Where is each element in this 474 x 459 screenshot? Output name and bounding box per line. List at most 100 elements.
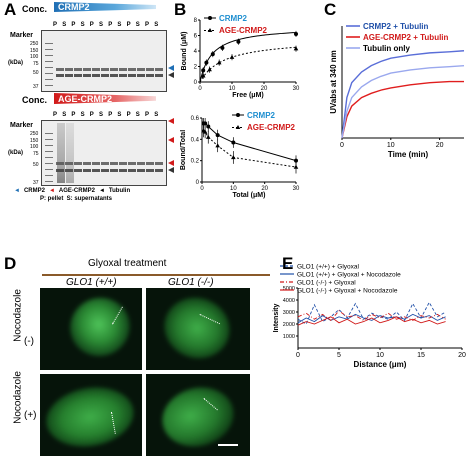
crmp2-fit-line [199,31,297,83]
gel2-lane-label: P [145,112,150,118]
y-axis-label: Bound (μM) [181,32,188,71]
age-crmp2-point [207,67,212,72]
gel1-marker-250: 250 [30,41,39,47]
x-axis-label: Total (μM) [233,192,266,199]
glo1-wt-glyoxal-nocodazole-line [297,313,446,324]
row-label-minus: (-) [24,336,34,347]
gel2-age-arrowhead-2 [168,137,174,143]
gel2-kda-label: (kDa) [8,150,24,156]
panel-label-b: B [174,0,187,19]
y-axis-label: Bound/Total [180,130,187,170]
gel1-conc-label: Conc. [22,4,48,14]
x-tick-label: 20 [261,86,268,92]
gel2-marker-label: Marker [10,122,33,129]
crmp2-point [204,60,209,65]
gel2-tubulin-arrowhead [168,167,174,173]
panel-label-c: C [324,0,337,19]
gel2-tubulin-bands [56,169,164,172]
legend-glo1-ko-glyoxal-nocodazole-text: GLO1 (-/-) + Glyoxal + Nocodazole [297,288,398,295]
x-tick-label: 30 [293,186,300,192]
crmp2-point [203,121,208,126]
x-axis-label: Time (min) [388,150,429,159]
tubulin-arrow-icon: ◄ [98,188,105,194]
y-tick-label: 8 [194,18,198,24]
gel1-marker-75: 75 [33,61,39,67]
chart-line-scan-intensity: 0 5 10 15 20 1000 2000 3000 4000 5000 Distance (μm… [273,264,466,370]
y-tick-label: 0 [196,180,200,186]
panel-label-d: D [4,254,17,273]
panel-a-legend: ◄ CRMP2 ◄ AGE-CRMP2 ◄ Tubulin [14,188,130,194]
column-label-glo1-wt: GLO1 (+/+) [66,277,117,288]
gel1-image [41,30,167,92]
legend-crmp2-tubulin-text: CRMP2 + Tubulin [363,22,429,31]
gel2-image [41,120,167,186]
glo1-ko-glyoxal-nocodazole-line [297,316,446,326]
legend-tubulin-only-text: Tubulin only [363,44,411,53]
age-crmp2-point [200,73,206,78]
legend-a-age-crmp2: AGE-CRMP2 [58,188,95,194]
row-label-nocodazole-2: Nocodazole [12,371,24,424]
gel2-concentration-wedge [54,93,156,104]
gel2-high-mw-smear-2 [66,123,74,183]
x-tick-label: 20 [261,186,268,192]
y-tick-label: 0 [194,80,198,86]
y-tick-label: 5000 [283,286,295,292]
x-tick-label: 10 [229,86,236,92]
gel1-lane-label: P [53,22,58,28]
gel1-tubulin-bands [56,74,164,77]
x-tick-label: 0 [200,186,204,192]
legend-crmp2-text: CRMP2 [247,111,276,120]
age-crmp2-point [231,154,236,160]
crmp2-tubulin-curve [341,50,465,139]
gel2-lane-label: S [117,112,122,118]
gel2-lane-label: P [71,112,76,118]
gel2-lane-label: S [80,112,85,118]
gel2-lane-label: S [135,112,140,118]
gel2-conc-label: Conc. [22,95,48,105]
age-crmp2-point [205,134,211,139]
glo1-ko-glyoxal-line [297,310,446,322]
treatment-divider [42,274,270,276]
cell [41,380,139,454]
x-tick-label: 10 [387,142,395,149]
gel2-lane-label: S [154,112,159,118]
panel-label-a: A [4,0,17,19]
gel1-marker-150: 150 [30,48,39,54]
tubulin-only-curve [341,64,465,139]
cell [60,288,140,366]
legend-crmp2-text: CRMP2 [219,14,248,23]
y-tick-label: 0.6 [191,116,200,122]
y-tick-label: 0.2 [191,159,200,165]
x-tick-label: 5 [337,352,341,359]
legend-age-crmp2-text: AGE-CRMP2 [219,26,268,35]
legend-glo1-wt-glyoxal-text: GLO1 (+/+) + Glyoxal [297,264,360,271]
x-tick-label: 0 [296,352,300,359]
gel1-tubulin-arrowhead [168,72,174,78]
gel2-age-arrowhead-1 [168,118,174,124]
age-crmp2-arrow-icon: ◄ [48,188,55,194]
y-tick-label: 3000 [283,310,295,316]
crmp2-point [236,39,241,44]
age-crmp2-point [229,54,235,59]
row-label-plus: (+) [24,410,37,421]
gel1-lane-label: P [89,22,94,28]
age-crmp2-point [293,164,299,169]
gel1-lane-label: S [62,22,67,28]
y-tick-label: 2000 [283,322,295,328]
panel-label-e: E [282,254,294,273]
gel2-protein-label: AGE-CRMP2 [58,94,113,104]
legend-a-tubulin: Tubulin [108,188,131,194]
micrograph-ko-nocodazole [146,374,250,456]
gel1-crmp2-arrowhead [168,65,174,71]
gel1-marker-lane [45,38,53,88]
crmp2-point [294,31,298,36]
x-tick-label: 10 [376,352,384,359]
chart-polymerization: 0 10 20 Time (min) UVabs at 340 nm CRMP2 + Tu… [329,22,465,159]
gel2-marker-250: 250 [30,131,39,137]
row-label-nocodazole-1: Nocodazole [12,289,24,342]
crmp2-point [210,52,215,57]
gel1-protein-label: CRMP2 [58,2,90,12]
gel2-lane-label: P [108,112,113,118]
crmp2-point [206,124,211,129]
